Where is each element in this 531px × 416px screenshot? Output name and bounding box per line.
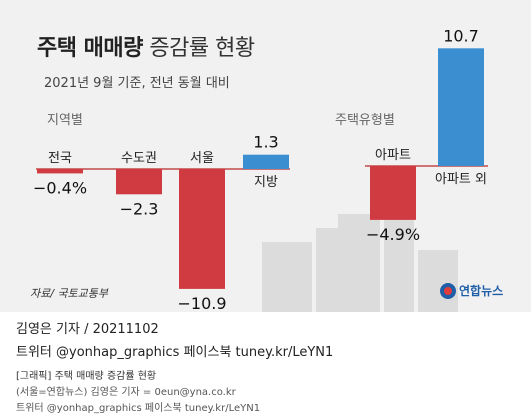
background-buildings xyxy=(262,196,458,312)
value-label-0-2: −10.9 xyxy=(177,294,226,312)
bar-0-1 xyxy=(116,169,162,195)
byline-social: 트위터 @yonhap_graphics 페이스북 tuney.kr/LeYN1 xyxy=(16,345,334,360)
bar-0-0 xyxy=(37,169,83,174)
fine-print-social: 트위터 @yonhap_graphics 페이스북 tuney.kr/LeYN1 xyxy=(16,403,261,414)
category-label-0-3: 지방 xyxy=(254,175,278,190)
section-label-housing-type: 주택유형별 xyxy=(332,109,398,128)
chart-subtitle: 2021년 9월 기준, 전년 동월 대비 xyxy=(44,76,230,91)
category-label-0-1: 수도권 xyxy=(121,151,157,166)
yonhap-logo: 연합뉴스 xyxy=(440,282,503,299)
source-note: 자료/ 국토교통부 xyxy=(30,287,109,300)
bar-0-3 xyxy=(243,154,289,169)
category-label-0-0: 전국 xyxy=(48,151,72,166)
value-label-0-1: −2.3 xyxy=(120,199,159,218)
value-label-0-0: −0.4% xyxy=(33,178,87,197)
title-bold: 주택 매매량 xyxy=(37,36,143,61)
logo-text: 연합뉴스 xyxy=(459,284,504,298)
fine-print-heading: [그래픽] 주택 매매량 증감률 현황 xyxy=(16,371,157,382)
value-label-1-1: 10.7 xyxy=(443,26,479,45)
value-label-1-0: −4.9% xyxy=(366,225,420,244)
fine-print-credit: (서울=연합뉴스) 김영은 기자 = 0eun@yna.co.kr xyxy=(16,387,236,398)
bar-0-2 xyxy=(179,169,225,289)
category-label-1-1: 아파트 외 xyxy=(435,172,487,187)
chart-title: 주택 매매량 증감률 현황 xyxy=(37,30,255,62)
byline-author: 김영은 기자 / 20211102 xyxy=(16,322,159,337)
bar-1-0 xyxy=(370,166,416,220)
value-label-0-3: 1.3 xyxy=(253,133,278,152)
yonhap-logo-icon xyxy=(440,282,456,299)
section-label-region: 지역별 xyxy=(44,109,86,128)
category-label-0-2: 서울 xyxy=(190,151,214,166)
chart-panel: 전국 −0.4% 수도권 −2.3 서울 −10.9 지방 1.3 아파트 −4.9% 아파트 외 1… xyxy=(0,0,531,312)
chart-area: 전국 −0.4% 수도권 −2.3 서울 −10.9 지방 1.3 아파트 −4.9% 아파트 외 1… xyxy=(33,26,488,312)
bar-1-1 xyxy=(438,48,484,166)
category-label-1-0: 아파트 xyxy=(375,148,411,163)
title-light: 증감률 현황 xyxy=(149,36,255,61)
